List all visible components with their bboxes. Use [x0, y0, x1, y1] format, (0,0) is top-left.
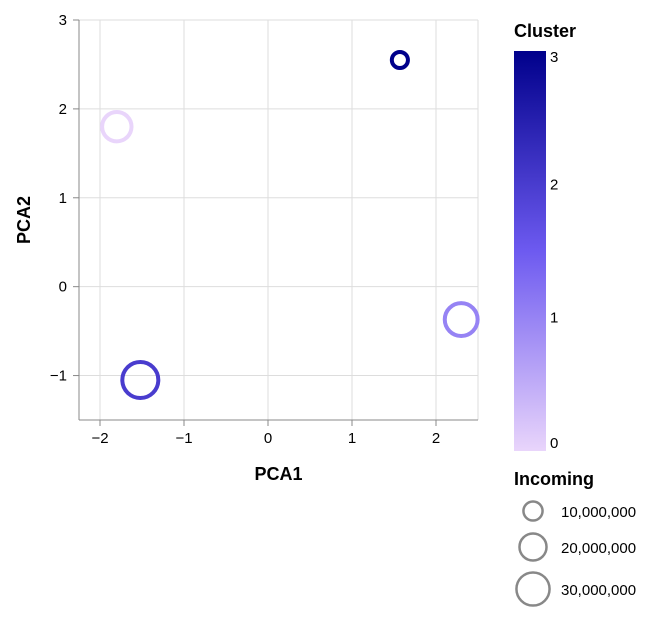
size-legend: Incoming 10,000,000 20,000,000 30,000,000: [514, 469, 636, 607]
y-tick-label: 0: [59, 279, 67, 296]
color-legend-tick-label: 0: [550, 435, 558, 452]
size-legend-circle: [522, 500, 544, 522]
size-legend-label: 20,000,000: [561, 540, 636, 557]
data-point-cluster-2: [120, 360, 161, 400]
color-legend-tick-label: 3: [550, 49, 558, 66]
color-legend-tick-label: 1: [550, 310, 558, 327]
x-axis-title: PCA1: [254, 464, 302, 484]
data-point-cluster-0: [100, 109, 134, 144]
x-tick-label: 1: [348, 430, 356, 447]
x-axis-ticks: −2 −1 0 1 2: [91, 420, 440, 447]
size-legend-label: 10,000,000: [561, 504, 636, 521]
color-legend: Cluster 0 1 2 3: [514, 21, 576, 452]
data-point-cluster-1: [442, 301, 480, 338]
x-tick-label: −1: [175, 430, 192, 447]
color-legend-title: Cluster: [514, 21, 576, 41]
data-points: [100, 49, 480, 400]
size-legend-circle: [515, 571, 551, 607]
color-legend-ticks: 0 1 2 3: [550, 49, 558, 452]
color-legend-tick-label: 2: [550, 176, 558, 193]
gridlines: [79, 19, 479, 420]
size-legend-entries: 10,000,000 20,000,000 30,000,000: [515, 500, 636, 607]
color-legend-gradient-bar: [514, 51, 546, 451]
size-legend-label: 30,000,000: [561, 582, 636, 599]
y-tick-label: 1: [59, 190, 67, 207]
x-tick-label: 0: [264, 430, 272, 447]
y-axis-ticks: −1 0 1 2 3: [50, 12, 79, 385]
data-point-cluster-3: [389, 49, 410, 71]
size-legend-circle: [518, 532, 548, 562]
y-axis-title: PCA2: [14, 196, 34, 244]
x-tick-label: 2: [432, 430, 440, 447]
y-tick-label: −1: [50, 368, 67, 385]
plot-area: −2 −1 0 1 2 −1 0 1 2 3: [50, 12, 480, 447]
size-legend-title: Incoming: [514, 469, 594, 489]
y-tick-label: 2: [59, 101, 67, 118]
y-tick-label: 3: [59, 12, 67, 29]
x-tick-label: −2: [91, 430, 108, 447]
